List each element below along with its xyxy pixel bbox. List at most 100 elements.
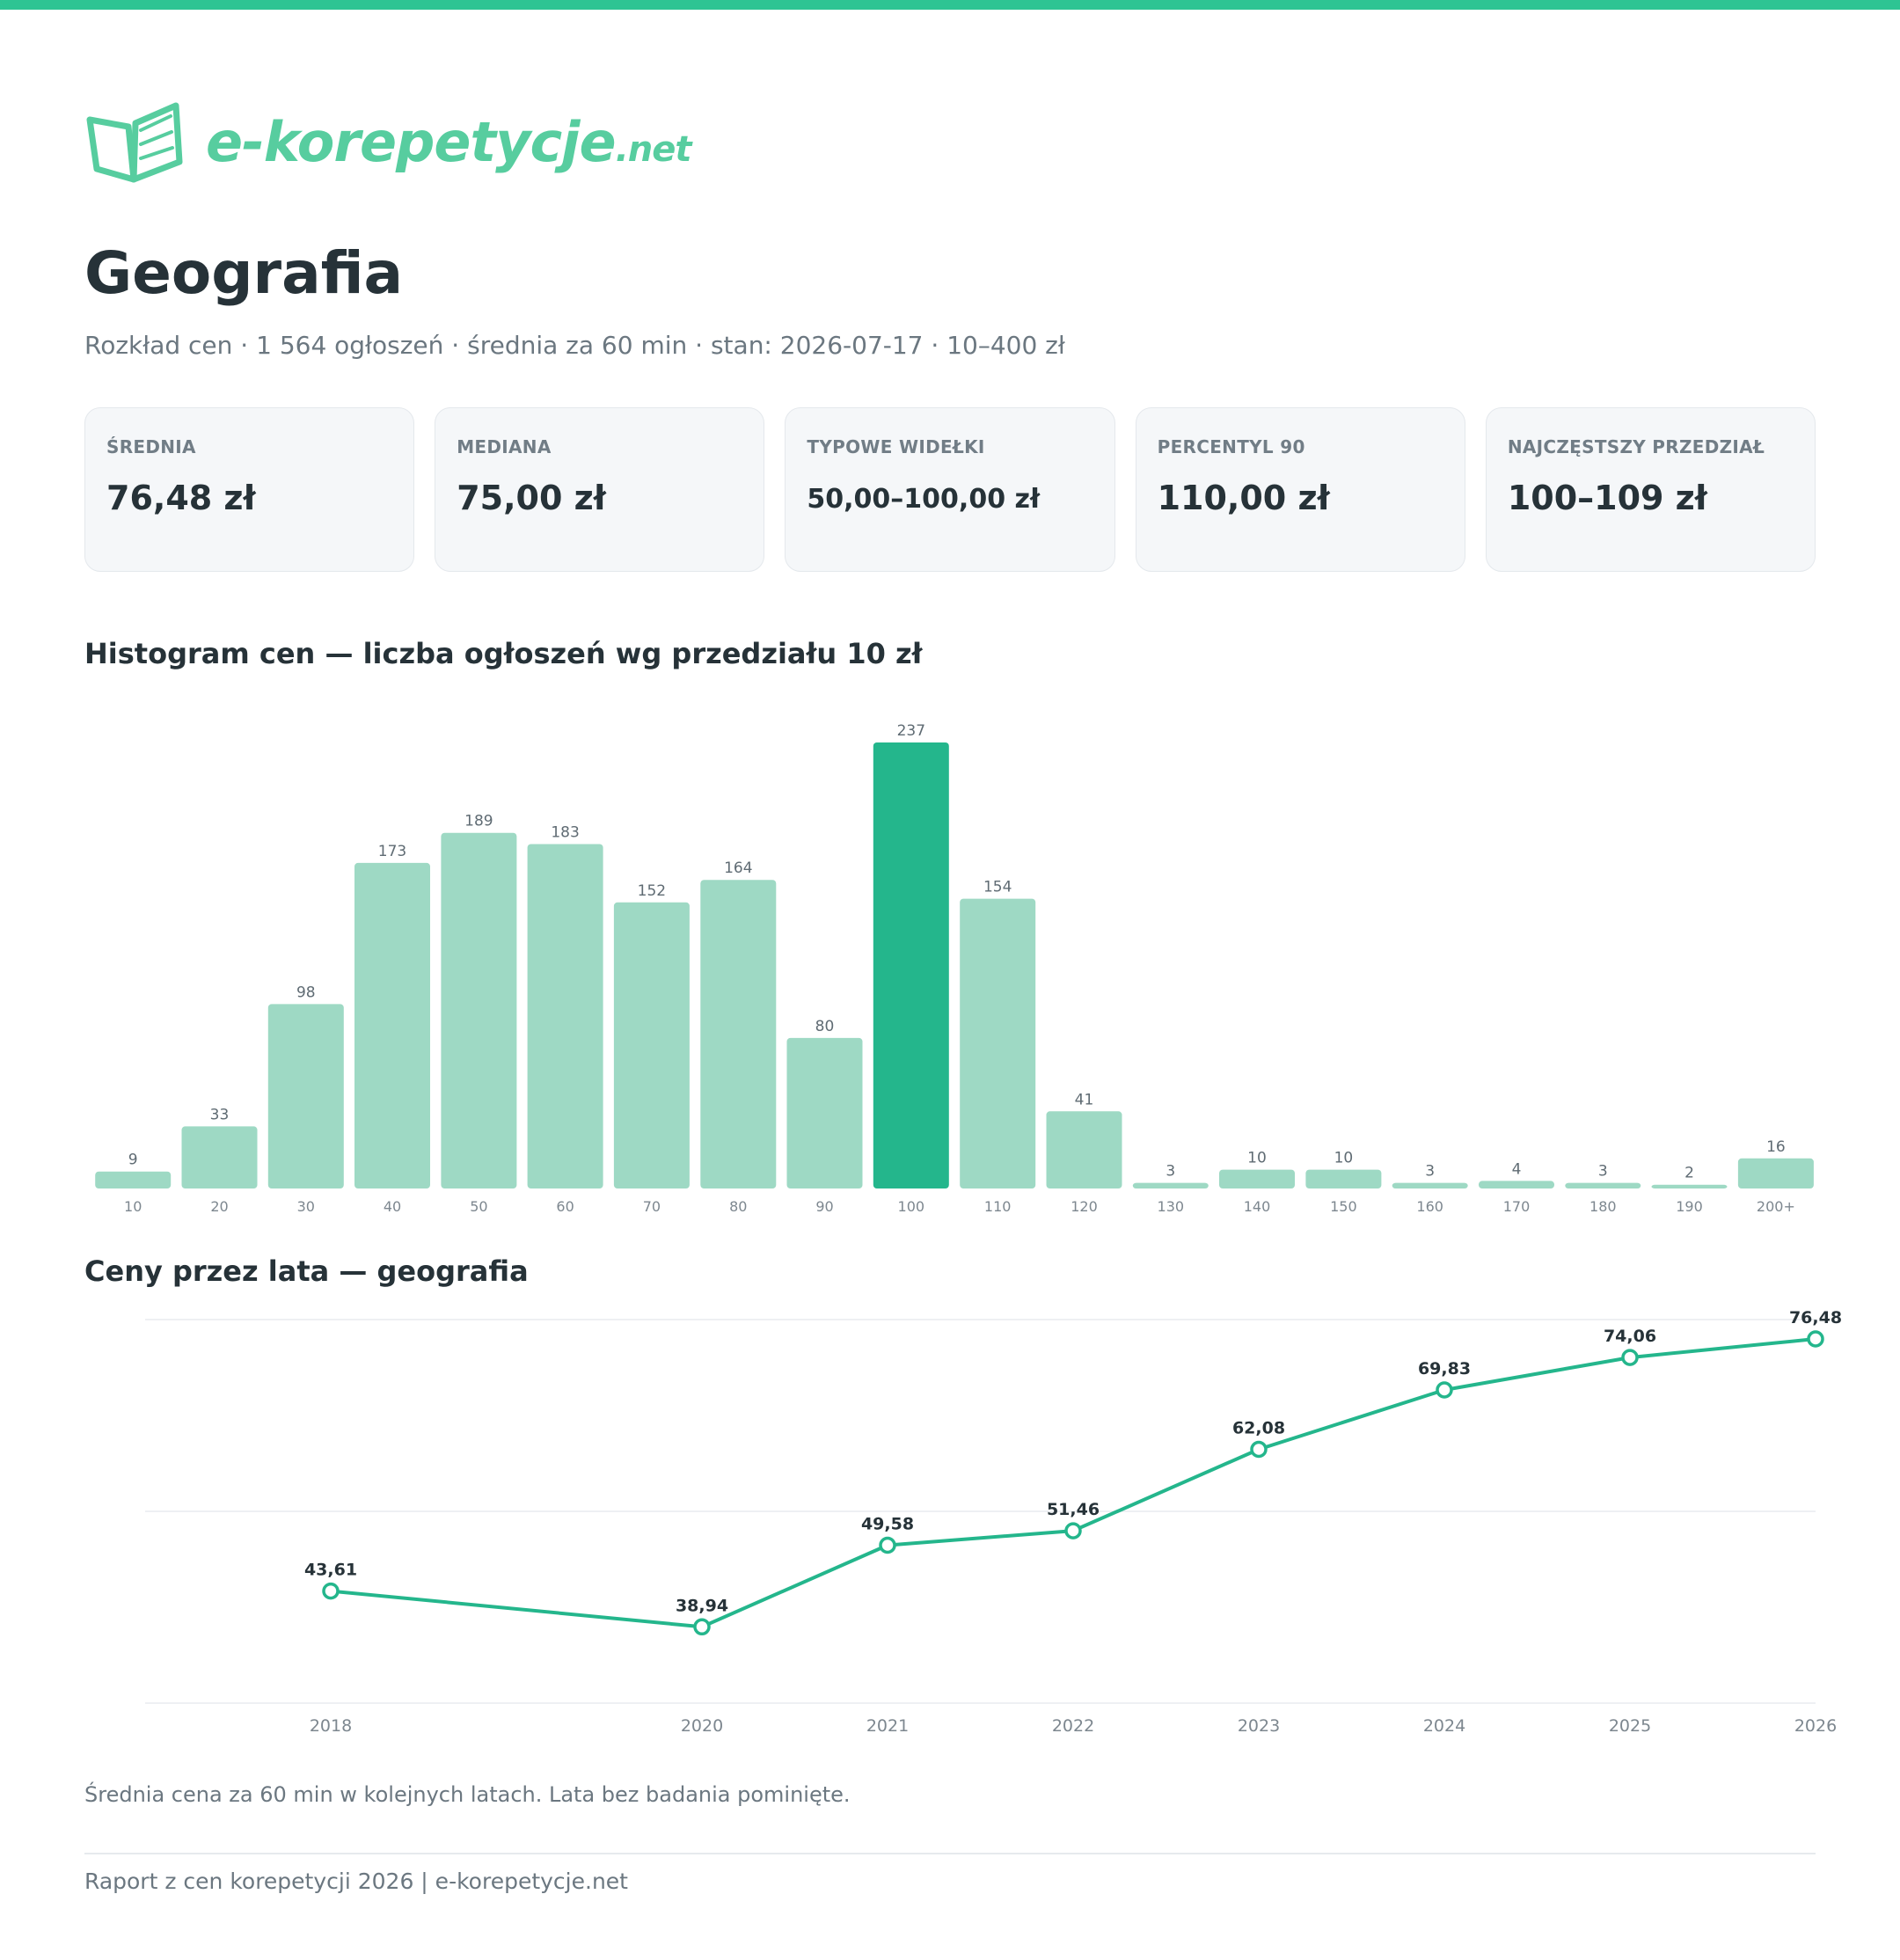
x-tick-label: 40 — [384, 1198, 401, 1215]
stat-value: 76,48 zł — [106, 479, 256, 517]
bar-value-label: 183 — [551, 824, 579, 842]
bar-value-label: 152 — [638, 882, 666, 900]
top-accent-bar — [0, 0, 1900, 10]
stat-label: PERCENTYL 90 — [1157, 436, 1305, 457]
stat-value: 75,00 zł — [457, 479, 606, 517]
x-tick-label: 30 — [297, 1198, 315, 1215]
stat-value: 50,00–100,00 zł — [807, 484, 1041, 515]
data-label: 43,61 — [304, 1561, 357, 1580]
x-tick-label: 10 — [124, 1198, 142, 1215]
histogram-bar — [960, 898, 1036, 1188]
stat-label: MEDIANA — [457, 436, 552, 457]
x-tick-label: 190 — [1676, 1198, 1703, 1215]
histogram-bar — [1651, 1184, 1728, 1188]
bar-value-label: 173 — [378, 843, 406, 860]
x-tick-label: 20 — [210, 1198, 228, 1215]
data-label: 49,58 — [861, 1515, 914, 1534]
histogram-bar — [613, 902, 690, 1188]
stat-value: 110,00 zł — [1157, 479, 1330, 517]
x-tick-label: 2026 — [1794, 1716, 1837, 1736]
stat-card-typical-range: TYPOWE WIDEŁKI 50,00–100,00 zł — [785, 407, 1115, 572]
data-point — [879, 1536, 896, 1554]
x-tick-label: 2022 — [1052, 1716, 1094, 1736]
x-tick-label: 2023 — [1238, 1716, 1280, 1736]
open-book-icon — [84, 100, 186, 185]
stat-card-median: MEDIANA 75,00 zł — [435, 407, 765, 572]
x-tick-label: 50 — [470, 1198, 487, 1215]
site-logo[interactable]: e-korepetycje.net — [84, 99, 691, 186]
data-point — [322, 1582, 340, 1600]
histogram-bar — [1392, 1182, 1468, 1188]
data-point — [1064, 1522, 1082, 1539]
data-label: 76,48 — [1789, 1308, 1842, 1327]
line-chart-caption: Średnia cena za 60 min w kolejnych latac… — [84, 1782, 851, 1807]
bar-value-label: 237 — [897, 722, 925, 740]
histogram-bar — [1737, 1158, 1814, 1188]
x-tick-label: 110 — [984, 1198, 1012, 1215]
bar-value-label: 189 — [464, 813, 493, 830]
line-chart: 43,61 2018 38,94 2020 49,58 2021 51,46 2022 62,0… — [145, 1308, 1842, 1736]
logo-text: e-korepetycje — [206, 110, 617, 174]
x-tick-label: 100 — [898, 1198, 925, 1215]
histogram-bar — [267, 1004, 344, 1188]
data-point — [1436, 1381, 1453, 1399]
bar-value-label: 80 — [815, 1018, 835, 1035]
footer-text: Raport z cen korepetycji 2026 | e-korepe… — [84, 1869, 628, 1894]
bar-value-label: 33 — [210, 1106, 230, 1123]
histogram-bar — [700, 880, 777, 1188]
histogram-bar — [354, 862, 430, 1188]
histogram-bar — [1305, 1169, 1382, 1188]
x-tick-label: 2025 — [1609, 1716, 1651, 1736]
bar-value-label: 41 — [1075, 1091, 1094, 1108]
data-label: 74,06 — [1604, 1327, 1656, 1346]
histogram-bar — [181, 1126, 258, 1188]
histogram-bar — [1132, 1182, 1209, 1188]
bar-value-label: 3 — [1598, 1163, 1608, 1181]
histogram-bar — [95, 1171, 172, 1188]
series-line — [329, 1337, 1817, 1629]
histogram-chart: 9103320983017340189501836015270164808090… — [95, 722, 1814, 1215]
histogram-bar — [1479, 1181, 1554, 1188]
histogram-bar — [1565, 1182, 1641, 1188]
stat-label: NAJCZĘSTSZY PRZEDZIAŁ — [1507, 436, 1765, 457]
stat-label: TYPOWE WIDEŁKI — [807, 436, 985, 457]
bar-value-label: 2 — [1684, 1165, 1694, 1182]
x-tick-label: 160 — [1416, 1198, 1443, 1215]
histogram-bar — [1046, 1111, 1122, 1188]
x-tick-label: 200+ — [1757, 1198, 1795, 1215]
page-subtitle: Rozkład cen · 1 564 ogłoszeń · średnia z… — [84, 331, 1065, 360]
data-label: 51,46 — [1047, 1500, 1100, 1519]
footer-divider — [84, 1853, 1816, 1854]
stat-card-most-common-bin: NAJCZĘSTSZY PRZEDZIAŁ 100–109 zł — [1485, 407, 1816, 572]
stat-label: ŚREDNIA — [106, 436, 196, 457]
bar-value-label: 3 — [1425, 1163, 1435, 1181]
data-label: 69,83 — [1418, 1359, 1471, 1379]
data-label: 38,94 — [676, 1596, 728, 1615]
stats-cards: ŚREDNIA 76,48 zł MEDIANA 75,00 zł TYPOWE… — [84, 407, 1816, 572]
data-point — [1250, 1440, 1268, 1459]
bar-value-label: 16 — [1766, 1138, 1786, 1156]
bar-value-label: 3 — [1166, 1163, 1175, 1181]
x-tick-label: 60 — [556, 1198, 574, 1215]
stat-card-mean: ŚREDNIA 76,48 zł — [84, 407, 415, 572]
data-point — [693, 1618, 711, 1636]
bar-value-label: 154 — [983, 879, 1012, 896]
x-tick-label: 180 — [1589, 1198, 1617, 1215]
bar-value-label: 164 — [724, 859, 752, 877]
x-tick-label: 2024 — [1423, 1716, 1465, 1736]
data-point — [1621, 1349, 1639, 1366]
histogram-bar — [786, 1037, 863, 1188]
x-tick-label: 2021 — [866, 1716, 909, 1736]
logo-tld: .net — [615, 129, 692, 170]
histogram-bar — [873, 742, 949, 1188]
page-title: Geografia — [84, 239, 404, 307]
stat-value: 100–109 zł — [1507, 479, 1707, 517]
bar-value-label: 4 — [1512, 1160, 1522, 1178]
histogram-bar — [441, 832, 517, 1188]
x-tick-label: 130 — [1158, 1198, 1185, 1215]
histogram-title: Histogram cen — liczba ogłoszeń wg przed… — [84, 637, 923, 670]
logo-wordmark: e-korepetycje.net — [206, 115, 691, 170]
data-label: 62,08 — [1232, 1419, 1285, 1438]
bar-value-label: 9 — [128, 1152, 138, 1169]
line-chart-title: Ceny przez lata — geografia — [84, 1254, 529, 1288]
